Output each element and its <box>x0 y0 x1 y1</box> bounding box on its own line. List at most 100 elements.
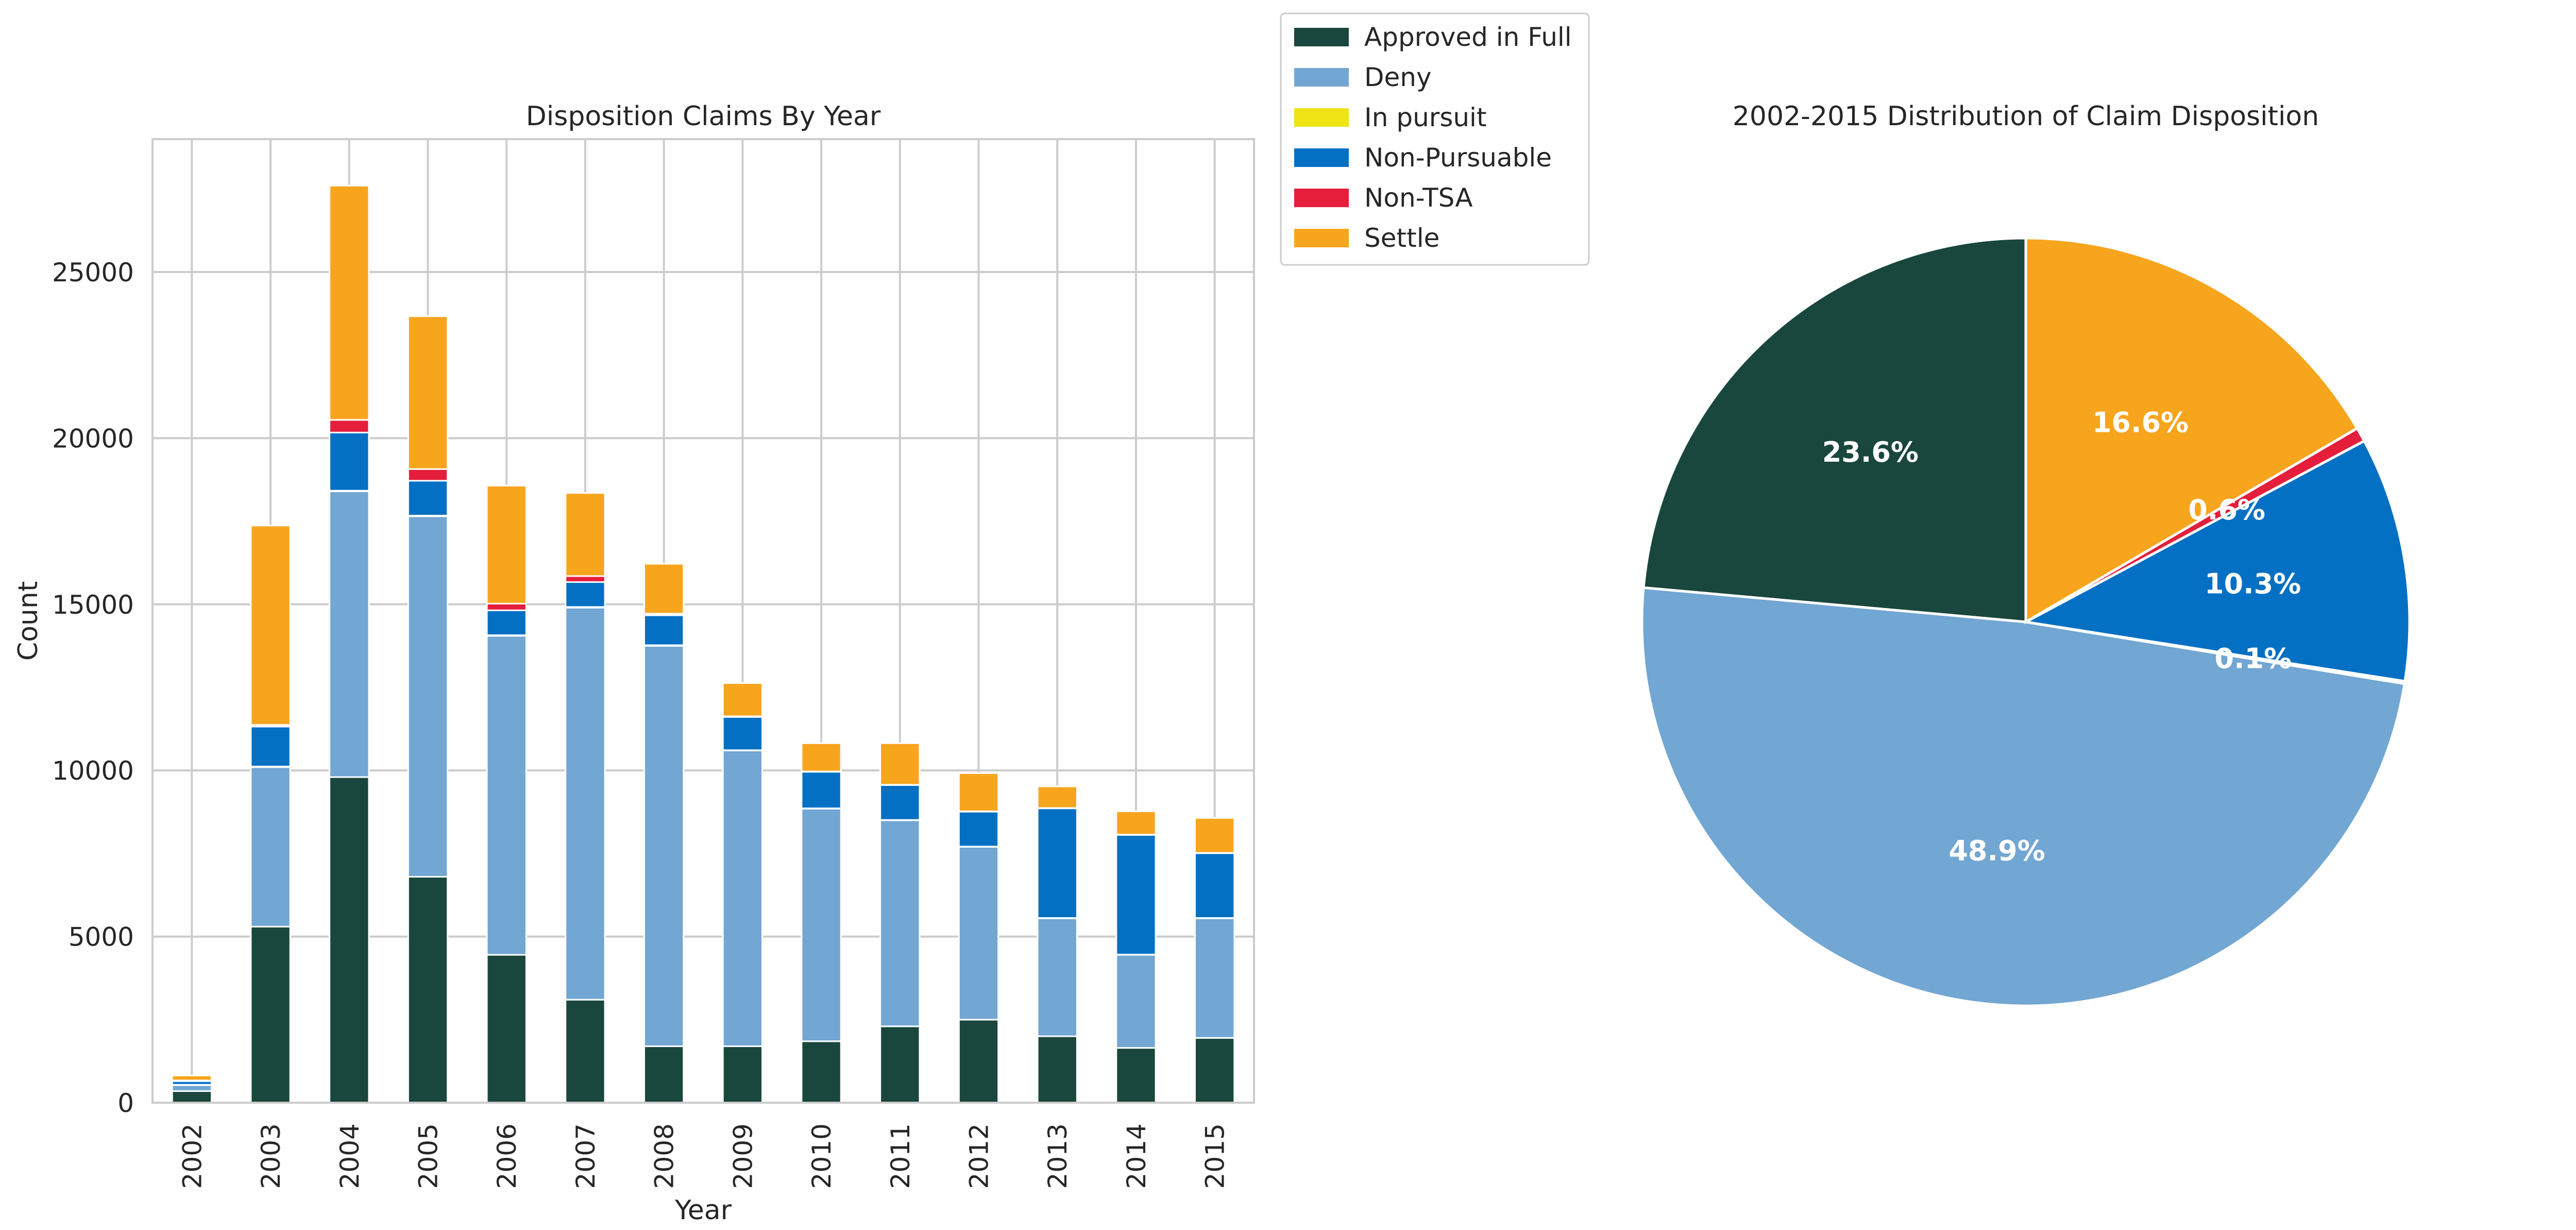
y-tick-label: 10000 <box>52 756 134 786</box>
bar-segment-2007-4 <box>565 575 606 583</box>
bar-segment-2002-5 <box>171 1074 213 1082</box>
bar-segment-2002-1 <box>171 1084 213 1092</box>
x-tick-label: 2002 <box>177 1123 207 1189</box>
bar-segment-2004-5 <box>329 184 370 421</box>
pie-slices <box>1640 237 2411 1007</box>
bar-segment-2008-3 <box>643 614 685 646</box>
bar-segment-2014-5 <box>1115 810 1157 836</box>
x-tick-label: 2005 <box>414 1123 444 1189</box>
bar-segment-2004-4 <box>329 419 370 433</box>
bar-segment-2009-1 <box>722 749 764 1047</box>
bar-segment-2013-1 <box>1037 917 1078 1037</box>
pie-value-label: 16.6% <box>2092 406 2189 439</box>
bar-segment-2015-1 <box>1194 917 1235 1039</box>
bar-segment-2012-1 <box>958 846 999 1021</box>
bar-segment-2015-0 <box>1194 1037 1235 1104</box>
bar-segment-2003-0 <box>250 925 291 1104</box>
bar-segment-2004-1 <box>329 491 370 778</box>
bar-segment-2005-1 <box>407 515 449 878</box>
bar-segment-2010-3 <box>801 771 842 810</box>
pie-chart: 2002-2015 Distribution of Claim Disposit… <box>1640 101 2411 1007</box>
bar-segment-2007-1 <box>565 606 606 1001</box>
x-tick-label: 2007 <box>571 1123 601 1189</box>
legend-swatch <box>1294 108 1349 127</box>
pie-slice-Approved in Full <box>1642 237 2027 624</box>
legend-label: Deny <box>1364 62 1432 92</box>
bar-segment-2008-1 <box>643 645 685 1047</box>
bar-segment-2010-1 <box>801 807 842 1042</box>
legend-items: Approved in Full Deny In pursuit Non-Pursua… <box>1294 22 1572 253</box>
bar-segment-2015-5 <box>1194 817 1235 854</box>
legend-swatch <box>1294 229 1349 247</box>
bar-segment-2011-1 <box>879 819 921 1027</box>
pie-value-label: 10.3% <box>2205 567 2301 600</box>
legend-swatch <box>1294 68 1349 87</box>
bar-plot-area <box>152 139 1254 1103</box>
bar-segment-2011-3 <box>879 784 921 821</box>
x-tick-label: 2011 <box>886 1123 916 1189</box>
legend-label: Approved in Full <box>1364 22 1572 52</box>
bar-segment-2008-0 <box>643 1045 685 1104</box>
bar-segment-2006-1 <box>486 635 527 956</box>
x-tick-label: 2014 <box>1122 1123 1151 1189</box>
bar-segment-2010-5 <box>801 742 842 772</box>
bar-segment-2010-0 <box>801 1040 842 1104</box>
bar-marks <box>171 184 1235 1104</box>
bar-segment-2014-1 <box>1115 954 1157 1049</box>
legend-swatch <box>1294 148 1349 167</box>
legend-swatch <box>1294 28 1349 46</box>
x-tick-label: 2009 <box>728 1123 758 1189</box>
bar-segment-2012-3 <box>958 811 999 848</box>
pie-slice-Non-Pursuable <box>2022 439 2411 683</box>
pie-value-label: 0.6% <box>2188 494 2265 526</box>
bar-segment-2012-0 <box>958 1019 999 1104</box>
bar-segment-2002-0 <box>171 1090 213 1104</box>
bar-segment-2009-0 <box>722 1045 764 1104</box>
legend-box <box>1280 12 1590 266</box>
bar-segment-2003-5 <box>250 525 291 726</box>
pie-value-label: 23.6% <box>1822 436 1919 468</box>
bar-segment-2004-0 <box>329 776 370 1104</box>
bar-segment-2014-0 <box>1115 1047 1157 1104</box>
x-tick-label: 2004 <box>335 1123 365 1189</box>
x-tick-label: 2013 <box>1043 1123 1073 1189</box>
x-tick-label: 2003 <box>256 1123 286 1189</box>
bar-segment-2011-0 <box>879 1025 921 1104</box>
x-tick-labels: 2002 2003 2004 2005 2006 2007 2008 2009 2010 2011… <box>177 1123 1230 1189</box>
bar-segment-2006-3 <box>486 609 527 636</box>
bar-segment-2009-5 <box>722 682 764 717</box>
bar-segment-2005-0 <box>407 876 449 1104</box>
y-tick-label: 0 <box>117 1088 134 1118</box>
y-tick-label: 25000 <box>52 258 134 288</box>
bar-segment-2004-3 <box>329 431 370 492</box>
legend-label: Non-Pursuable <box>1364 143 1552 173</box>
pie-chart-title: 2002-2015 Distribution of Claim Disposit… <box>1733 101 2319 132</box>
bar-segment-2006-0 <box>486 954 527 1104</box>
bar-segment-2015-3 <box>1194 852 1235 919</box>
y-axis-label: Count <box>13 581 44 661</box>
bar-chart-title: Disposition Claims By Year <box>526 101 881 132</box>
bar-segment-2006-5 <box>486 485 527 604</box>
x-tick-label: 2006 <box>492 1123 522 1189</box>
bar-segment-2003-1 <box>250 766 291 928</box>
bar-segment-2003-3 <box>250 726 291 767</box>
bar-segment-2005-5 <box>407 315 449 470</box>
bar-segment-2011-5 <box>879 742 921 786</box>
y-tick-label: 5000 <box>69 922 134 952</box>
legend-label: Settle <box>1364 223 1439 253</box>
legend-label: In pursuit <box>1364 103 1487 132</box>
legend: Approved in Full Deny In pursuit Non-Pursua… <box>1280 12 1590 266</box>
bar-segment-2007-3 <box>565 581 606 608</box>
bar-segment-2009-3 <box>722 716 764 751</box>
bar-segment-2014-3 <box>1115 834 1157 955</box>
x-tick-label: 2008 <box>650 1123 680 1189</box>
y-tick-label: 20000 <box>52 424 134 453</box>
pie-value-label: 48.9% <box>1948 834 2045 867</box>
bar-segment-2013-0 <box>1037 1035 1078 1104</box>
bar-segment-2007-5 <box>565 492 606 577</box>
y-tick-labels: 0 5000 10000 15000 20000 25000 <box>52 258 134 1118</box>
pie-value-labels: 23.6% 48.9% 0.1% 10.3% 0.6% 16.6% <box>1822 406 2301 867</box>
legend-swatch <box>1294 189 1349 207</box>
